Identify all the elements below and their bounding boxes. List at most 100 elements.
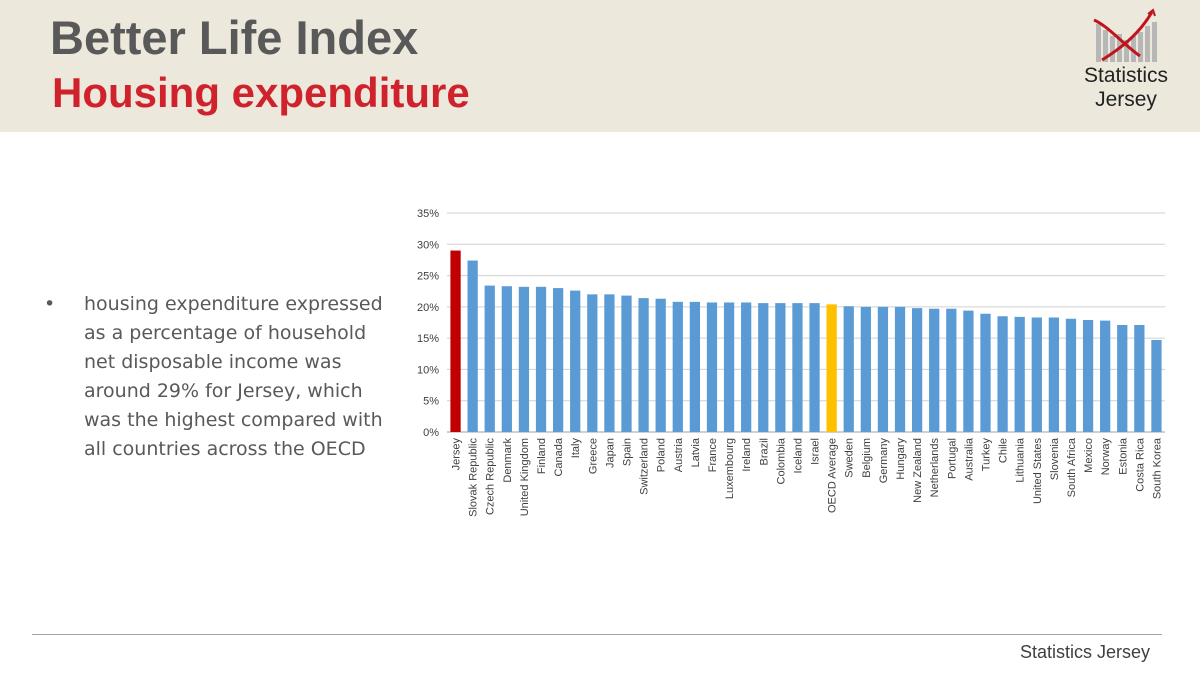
- x-tick-label: Hungary: [895, 438, 907, 480]
- bar: [450, 250, 461, 432]
- bar: [809, 303, 820, 432]
- x-tick-label: Costa Rica: [1134, 437, 1146, 492]
- bar: [758, 303, 769, 432]
- bar: [587, 294, 598, 432]
- bar: [638, 298, 649, 432]
- bar: [826, 304, 837, 432]
- bar: [997, 316, 1008, 432]
- x-tick-label: Mexico: [1083, 438, 1095, 473]
- bullet-marker: •: [44, 293, 56, 315]
- x-tick-label: Italy: [570, 438, 582, 459]
- bar: [723, 302, 735, 432]
- housing-expenditure-chart: 0% 5% 10% 15% 20% 25% 30% 35% Jersey Slovak Repub…: [417, 208, 1165, 517]
- logo-chart-icon: [1093, 8, 1157, 62]
- logo-text-jersey: Jersey: [1095, 88, 1157, 111]
- bar: [655, 298, 666, 432]
- bar: [860, 306, 871, 432]
- y-tick-label: 35%: [417, 208, 439, 220]
- bar: [518, 286, 530, 432]
- x-tick-label: Greece: [587, 438, 599, 474]
- x-tick-label: Slovak Republic: [468, 438, 480, 517]
- bar: [946, 308, 957, 432]
- bar: [1048, 317, 1060, 432]
- x-tick-label: Norway: [1100, 438, 1112, 476]
- x-tick-label: France: [707, 438, 719, 472]
- x-tick-label: Ireland: [741, 438, 753, 472]
- y-tick-label: 25%: [417, 271, 439, 283]
- x-tick-label: Iceland: [792, 438, 804, 473]
- x-tick-label: OECD Average: [827, 438, 839, 513]
- x-tick-label: Latvia: [690, 437, 702, 467]
- bar: [621, 295, 632, 432]
- bar: [741, 302, 752, 432]
- bar: [672, 301, 683, 432]
- bullet-text: housing expenditure expressed as a perce…: [84, 293, 383, 460]
- x-tick-label: Finland: [536, 438, 548, 474]
- bar: [689, 301, 701, 432]
- bar: [535, 286, 547, 432]
- x-tick-label: Germany: [878, 438, 890, 484]
- x-tick-label: Turkey: [981, 438, 993, 472]
- x-tick-label: Portugal: [946, 438, 958, 479]
- statistics-jersey-logo: Statistics Jersey: [1068, 6, 1184, 118]
- bar: [501, 286, 512, 432]
- x-tick-label: Denmark: [502, 438, 514, 483]
- x-tick-label: Poland: [656, 438, 668, 472]
- bar: [1134, 325, 1145, 432]
- bar: [929, 308, 940, 432]
- bar: [1065, 318, 1077, 432]
- x-tick-label: Slovenia: [1049, 437, 1061, 480]
- footer-credit: Statistics Jersey: [1019, 642, 1150, 662]
- x-tick-label: Belgium: [861, 438, 873, 478]
- bar: [775, 303, 786, 432]
- page-subtitle: Housing expenditure: [52, 69, 470, 116]
- x-tick-label: Chile: [998, 438, 1010, 463]
- x-tick-label: New Zealand: [912, 438, 924, 503]
- bar: [911, 308, 923, 432]
- bar: [1031, 317, 1042, 432]
- page-title: Better Life Index: [50, 11, 419, 64]
- x-tick-label: Canada: [553, 437, 565, 476]
- bar: [467, 260, 478, 432]
- bar: [980, 313, 991, 432]
- x-tick-label: Netherlands: [929, 438, 941, 498]
- bar: [792, 303, 803, 432]
- x-tick-label: South Africa: [1066, 437, 1078, 497]
- x-tick-label: Sweden: [844, 438, 856, 478]
- bar: [552, 288, 564, 432]
- y-tick-label: 30%: [417, 239, 439, 251]
- footer-divider: [32, 634, 1162, 635]
- x-tick-label: Colombia: [775, 437, 787, 484]
- header-banner: Better Life Index Housing expenditure St…: [0, 0, 1200, 132]
- x-tick-label: Czech Republic: [485, 438, 497, 516]
- bar: [1014, 316, 1025, 432]
- bar: [1117, 325, 1128, 432]
- bar: [1100, 320, 1111, 432]
- logo-text-statistics: Statistics: [1083, 64, 1169, 87]
- bar: [963, 310, 974, 432]
- bar: [894, 306, 906, 432]
- x-tick-label: Estonia: [1117, 437, 1129, 475]
- x-tick-label: Luxembourg: [724, 438, 736, 499]
- x-tick-label: Australia: [963, 437, 975, 481]
- bar: [877, 306, 889, 432]
- x-tick-label: Austria: [673, 437, 685, 472]
- x-tick-label: Spain: [622, 438, 634, 466]
- y-tick-label: 0%: [423, 427, 439, 439]
- bar: [604, 294, 615, 432]
- x-tick-label: South Korea: [1151, 437, 1163, 499]
- bar: [1082, 319, 1094, 432]
- x-tick-label: United Kingdom: [519, 438, 531, 516]
- x-tick-label: Brazil: [758, 438, 770, 466]
- y-tick-label: 5%: [423, 396, 439, 408]
- x-tick-label: Israel: [810, 438, 822, 465]
- x-tick-label: Lithuania: [1015, 437, 1027, 483]
- y-tick-label: 10%: [417, 364, 439, 376]
- x-tick-label: Jersey: [451, 438, 463, 471]
- bar: [570, 290, 581, 432]
- bar: [484, 285, 495, 432]
- y-tick-label: 15%: [417, 333, 439, 345]
- bar: [1151, 340, 1162, 432]
- y-tick-label: 20%: [417, 302, 439, 314]
- x-tick-label: Switzerland: [639, 438, 651, 495]
